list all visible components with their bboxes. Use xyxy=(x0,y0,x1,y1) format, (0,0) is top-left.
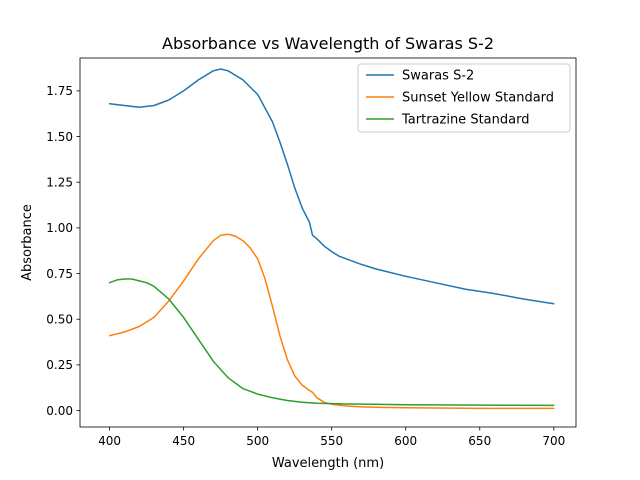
series-line-3 xyxy=(108,278,555,407)
x-axis: 400 450 500 550 600 650 700 xyxy=(98,427,565,448)
series-line-1 xyxy=(108,68,555,305)
y-tick-label: 1.25 xyxy=(46,176,73,190)
y-tick-label: 0.25 xyxy=(46,358,73,372)
x-tick-label: 450 xyxy=(172,434,195,448)
legend-label-3: Tartrazine Standard xyxy=(401,113,529,128)
x-tick-label: 650 xyxy=(468,434,491,448)
y-axis: 0.00 0.25 0.50 0.75 1.00 1.25 1.50 1.75 xyxy=(46,84,80,418)
y-tick-label: 1.75 xyxy=(46,84,73,98)
x-tick-label: 500 xyxy=(246,434,269,448)
x-tick-label: 600 xyxy=(394,434,417,448)
y-tick-label: 1.50 xyxy=(46,130,73,144)
x-tick-label: 400 xyxy=(98,434,121,448)
legend-box xyxy=(357,63,571,133)
legend: Swaras S-2 Sunset Yellow Standard Tartrazi… xyxy=(357,63,571,133)
y-tick-label: 0.50 xyxy=(46,313,73,327)
y-tick-label: 0.00 xyxy=(46,404,73,418)
legend-label-2: Sunset Yellow Standard xyxy=(402,91,554,106)
y-tick-label: 0.75 xyxy=(46,267,73,281)
x-tick-label: 700 xyxy=(542,434,565,448)
legend-label-1: Swaras S-2 xyxy=(402,69,474,84)
series-line-2 xyxy=(108,233,555,410)
chart-title: Absorbance vs Wavelength of Swaras S-2 xyxy=(162,34,494,53)
x-tick-label: 550 xyxy=(320,434,343,448)
y-tick-label: 1.00 xyxy=(46,221,73,235)
x-axis-label: Wavelength (nm) xyxy=(272,456,384,471)
y-axis-label: Absorbance xyxy=(20,204,35,281)
series-lines xyxy=(108,68,555,410)
plot-frame xyxy=(79,57,577,428)
